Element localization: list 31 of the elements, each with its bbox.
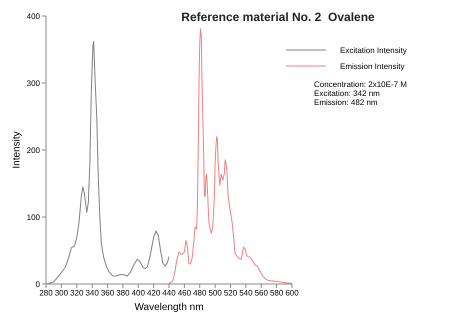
line-series [168,28,292,284]
x-tick-label: 380 [116,288,130,298]
y-tick-label: 400 [26,12,41,21]
x-tick-label: 560 [254,288,268,298]
x-tick-label: 600 [285,288,300,298]
x-tick-label: 440 [162,288,176,298]
x-tick-label: 460 [178,288,192,298]
x-tick-label: 400 [132,288,146,298]
legend-label: Excitation Intensity [340,46,407,54]
x-tick-label: 480 [193,288,207,298]
x-axis-title: Wavelength nm [134,302,204,313]
x-tick-label: 420 [146,288,161,298]
text: Concentration: 2x10E-7 M [314,80,407,89]
x-tick-label: 520 [224,288,238,298]
y-tick-label: 200 [26,146,41,155]
x-tick-label: 300 [54,288,69,298]
x-tick-label: 540 [239,288,254,298]
text: Excitation: 342 nm [314,89,381,98]
x-tick-label: 320 [70,288,84,298]
legend-label: Emission Intensity [340,62,404,70]
y-tick-label: 300 [26,78,41,88]
x-tick-label: 280 [39,288,54,298]
y-axis-title: Intensity [12,131,23,169]
y-tick-label: 0 [36,280,41,289]
y-tick-label: 100 [26,212,41,222]
text: Emission: 482 nm [314,98,379,107]
x-tick-label: 580 [270,288,284,298]
x-tick-label: 360 [100,288,115,298]
x-tick-label: 340 [85,288,100,298]
x-tick-label: 500 [208,288,222,298]
chart-title: Reference material No. 2 Ovalene [180,10,376,24]
